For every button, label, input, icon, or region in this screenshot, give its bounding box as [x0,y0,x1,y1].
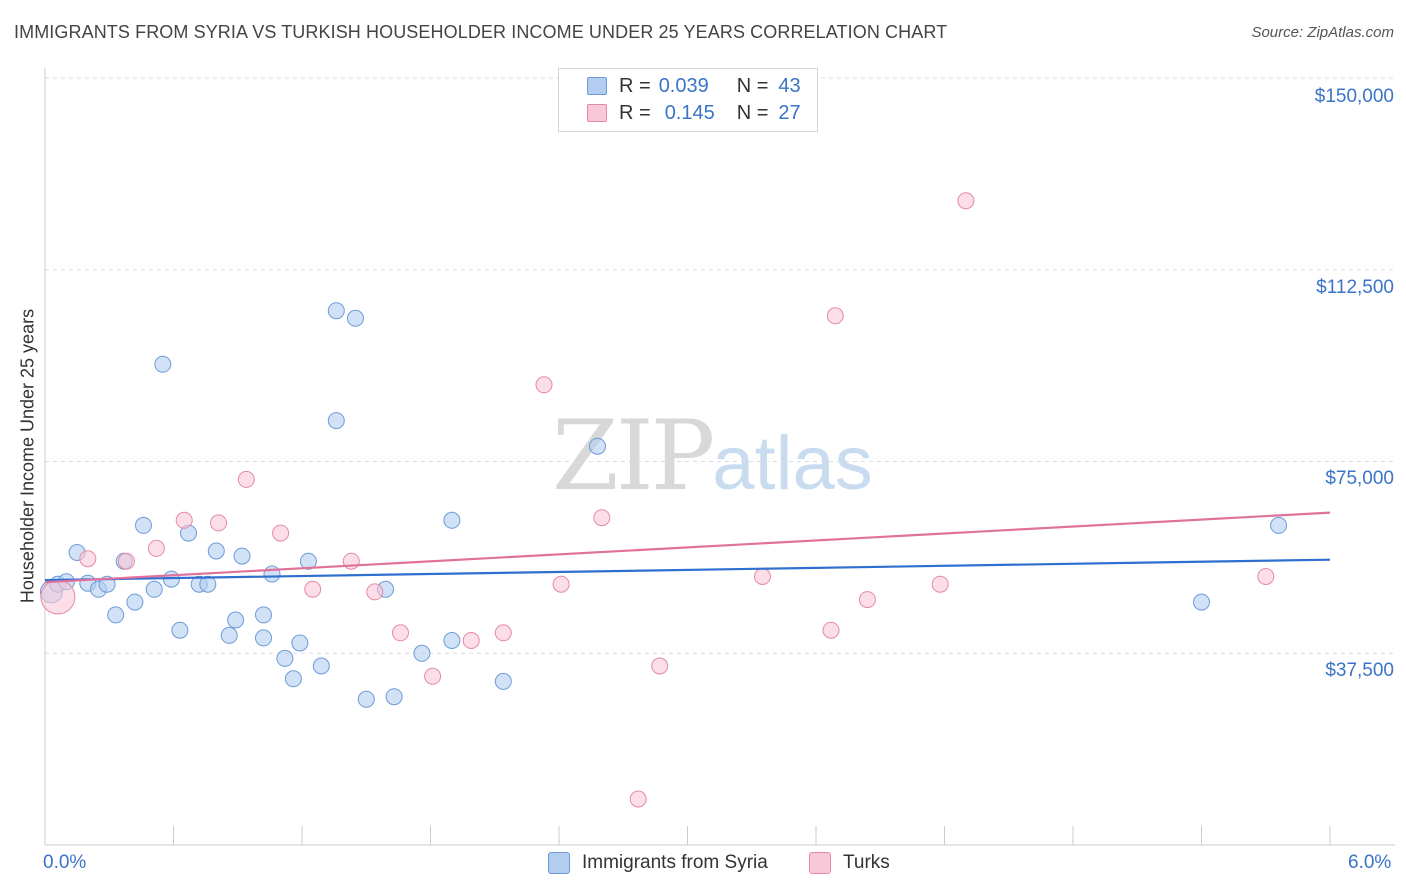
point-syria [443,632,461,649]
series-legend-label-turks: Turks [843,852,890,873]
correlation-legend: R = 0.039 N = 43 R = 0.145 N = 27 [558,68,818,132]
watermark: ZIPatlas [552,400,873,512]
point-syria [135,516,152,534]
legend-n-label: N = [736,74,769,97]
point-turks [117,552,135,570]
point-syria [263,565,281,583]
point-syria [154,355,172,373]
point-turks [552,575,570,593]
point-turks [629,790,647,808]
point-syria [255,629,272,647]
point-turks [931,575,949,593]
point-syria [327,412,345,430]
point-syria [227,611,245,629]
point-turks [147,539,165,557]
point-syria [494,672,512,690]
point-turks [304,580,322,598]
point-syria [276,649,294,667]
legend-r-value-syria: 0.039 [658,74,709,97]
series-swatch-turks [809,852,831,874]
point-syria [327,302,345,320]
point-syria [145,580,163,598]
trend-line-syria [44,558,1331,582]
series-swatch-syria [548,852,570,874]
point-turks [957,192,975,210]
point-syria [443,511,461,529]
series-legend-turks[interactable]: Turks [809,852,890,874]
point-turks [858,591,876,609]
legend-r-label: R = [619,101,651,124]
point-turks [822,621,840,639]
point-syria [312,657,330,675]
point-syria [171,621,189,639]
point-syria [233,547,251,565]
point-turks [79,550,97,568]
legend-n-value-turks: 27 [778,101,801,124]
watermark-zip: ZIP [552,400,715,512]
point-turks [494,624,512,642]
series-legend: Immigrants from Syria Turks [0,852,1406,876]
legend-n-label: N = [736,101,769,124]
series-legend-label-syria: Immigrants from Syria [582,852,768,873]
point-turks [462,632,480,649]
x-tick-label-max: 6.0% [1348,852,1392,873]
point-turks [1257,568,1275,585]
chart-title: IMMIGRANTS FROM SYRIA VS TURKISH HOUSEHO… [14,22,948,42]
point-turks [210,514,227,532]
point-turks [392,624,409,642]
point-turks [40,579,76,615]
point-turks [424,667,442,685]
point-turks [754,568,771,585]
y-tick-label-150000: $150,000 [1314,86,1394,107]
source-label: Source: ZipAtlas.com [1251,24,1394,41]
point-turks [237,470,255,488]
point-syria [347,309,364,327]
y-tick-label-112500: $112,500 [1316,277,1394,298]
point-syria [255,606,272,624]
legend-row-turks: R = 0.145 N = 27 [587,100,801,126]
point-syria [385,688,403,706]
y-axis-label: Householder Income Under 25 years [17,308,38,604]
trend-line-turks [44,511,1331,584]
point-syria [199,575,217,593]
y-tick-label-37500: $37,500 [1325,660,1394,681]
point-syria [357,690,375,708]
point-turks [593,509,611,527]
point-turks [175,511,193,529]
point-syria [1193,593,1210,611]
point-syria [107,606,125,624]
point-syria [207,542,225,560]
point-syria [589,437,606,455]
point-turks [272,524,290,542]
watermark-atlas: atlas [712,421,873,506]
point-syria [220,626,238,644]
legend-n-value-syria: 43 [778,74,801,97]
point-syria [291,634,309,652]
series-legend-syria[interactable]: Immigrants from Syria [548,852,768,874]
y-tick-label-75000: $75,000 [1325,468,1394,489]
point-turks [535,376,553,394]
legend-swatch-turks [587,104,607,122]
point-syria [284,670,302,688]
point-turks [651,657,669,675]
point-turks [366,583,384,601]
point-syria [1270,516,1288,534]
legend-r-value-turks: 0.145 [664,101,715,124]
legend-r-label: R = [619,74,651,97]
point-syria [126,593,144,611]
x-tick-label-min: 0.0% [43,852,87,873]
legend-swatch-syria [587,77,607,95]
point-syria [413,644,431,662]
point-turks [826,307,844,325]
point-syria [299,552,317,570]
legend-row-syria: R = 0.039 N = 43 [587,73,801,99]
